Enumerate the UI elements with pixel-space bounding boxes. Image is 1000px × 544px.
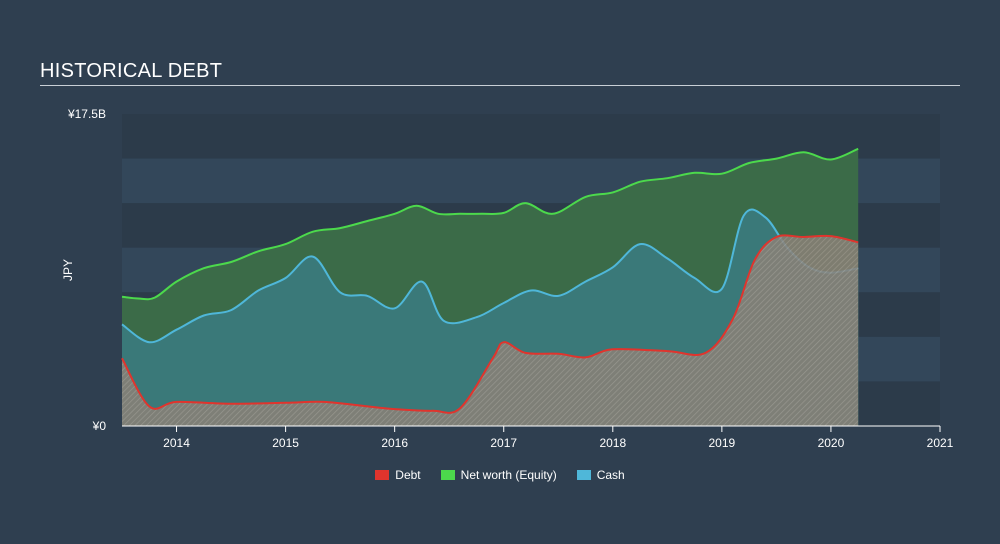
area-debt <box>122 235 859 426</box>
title-divider <box>40 85 960 86</box>
y-axis-title: JPY <box>61 259 75 281</box>
background-band <box>122 114 940 159</box>
legend-label-equity: Net worth (Equity) <box>460 468 557 482</box>
legend-item-cash[interactable]: Cash <box>576 468 625 482</box>
series-areas <box>121 147 859 427</box>
legend-swatch-debt <box>375 470 390 480</box>
y-tick-label-max: ¥17.5B <box>67 107 106 121</box>
legend-swatch-cash <box>576 470 591 480</box>
x-tick-label: 2018 <box>599 436 626 450</box>
x-tick-label: 2014 <box>163 436 190 450</box>
x-tick-label: 2017 <box>490 436 517 450</box>
line-cash[interactable] <box>121 208 859 344</box>
x-tick-label: 2015 <box>272 436 299 450</box>
line-equity[interactable] <box>121 147 859 301</box>
legend: Debt Net worth (Equity) Cash <box>0 468 1000 482</box>
legend-item-equity[interactable]: Net worth (Equity) <box>440 468 557 482</box>
y-tick-label-zero: ¥0 <box>92 419 107 433</box>
legend-label-cash: Cash <box>596 468 625 482</box>
x-tick-label: 2019 <box>709 436 736 450</box>
line-debt[interactable] <box>121 234 859 414</box>
x-tick-label: 2020 <box>818 436 845 450</box>
x-tick-label: 2016 <box>381 436 408 450</box>
x-tick-label: 2021 <box>927 436 954 450</box>
chart-title: HISTORICAL DEBT <box>40 60 223 82</box>
legend-item-debt[interactable]: Debt <box>375 468 421 482</box>
axes: 2014 2015 2016 2017 2018 2019 2020 2021 <box>122 425 954 450</box>
legend-swatch-equity <box>440 470 455 480</box>
legend-label-debt: Debt <box>395 468 421 482</box>
